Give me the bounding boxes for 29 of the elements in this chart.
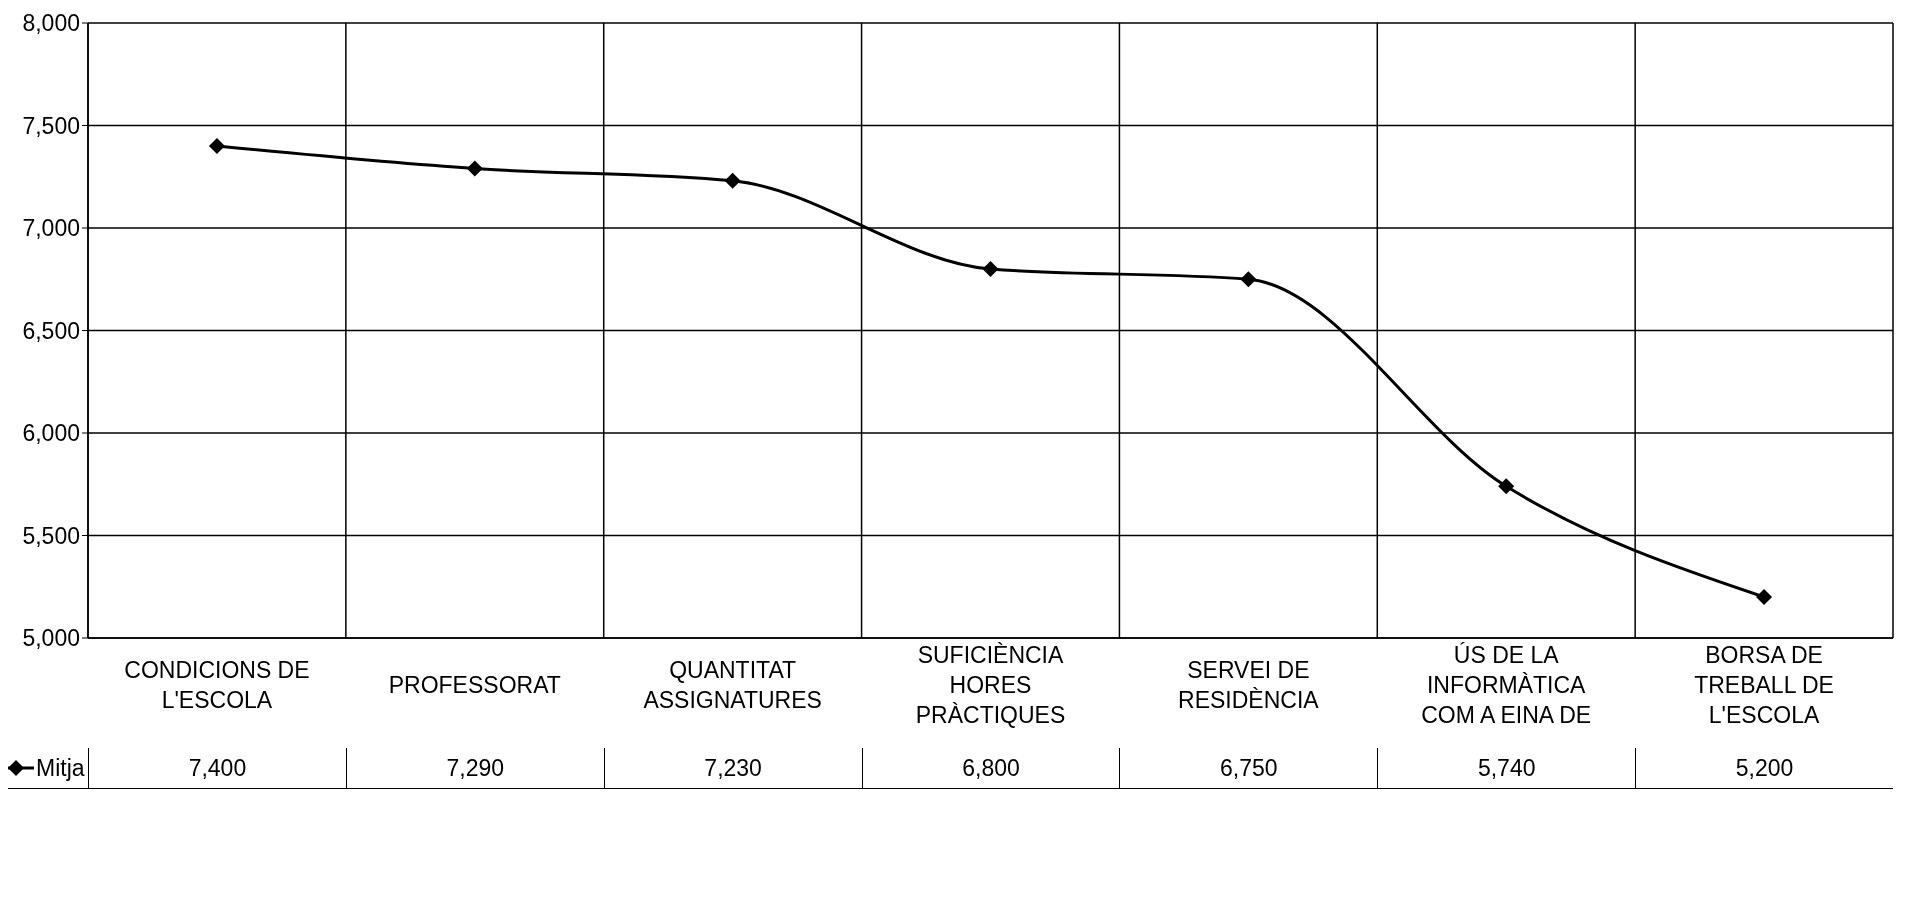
x-tick-label: ÚS DE LA INFORMÀTICA COM A EINA DE — [1421, 642, 1592, 728]
x-tick-label: SUFICIÈNCIA HORES PRÀCTIQUES — [915, 642, 1066, 728]
point — [724, 172, 741, 189]
point — [466, 160, 483, 177]
point — [208, 138, 225, 154]
x-tick-label: QUANTITAT ASSIGNATURES — [643, 657, 822, 713]
legend-label: Mitja — [36, 754, 85, 782]
y-tick-label: 8,000 — [22, 10, 80, 37]
data-label: 7,400 — [88, 748, 346, 788]
data-label: 7,230 — [603, 748, 862, 788]
data-label: 5,740 — [1377, 748, 1636, 788]
point — [1756, 589, 1773, 605]
data-label: 5,200 — [1635, 748, 1893, 788]
y-tick-label: 5,000 — [22, 625, 80, 652]
y-tick-label: 6,500 — [22, 317, 80, 344]
y-tick-label: 5,500 — [22, 522, 80, 549]
x-tick-label: SERVEI DE RESIDÈNCIA — [1178, 657, 1320, 713]
data-label: 7,290 — [345, 748, 604, 788]
data-label: 6,750 — [1119, 748, 1378, 788]
x-tick-label: PROFESSORAT — [388, 672, 561, 698]
point — [1240, 271, 1257, 288]
x-tick-label: BORSA DE TREBALL DE L'ESCOLA — [1694, 642, 1834, 728]
point — [982, 261, 999, 277]
y-tick-label: 6,000 — [22, 420, 80, 447]
x-tick-label: CONDICIONS DE L'ESCOLA — [124, 657, 310, 713]
point — [1498, 478, 1515, 495]
y-tick-label: 7,000 — [22, 215, 80, 242]
data-label: 6,800 — [861, 748, 1120, 788]
y-tick-label: 7,500 — [22, 112, 80, 139]
